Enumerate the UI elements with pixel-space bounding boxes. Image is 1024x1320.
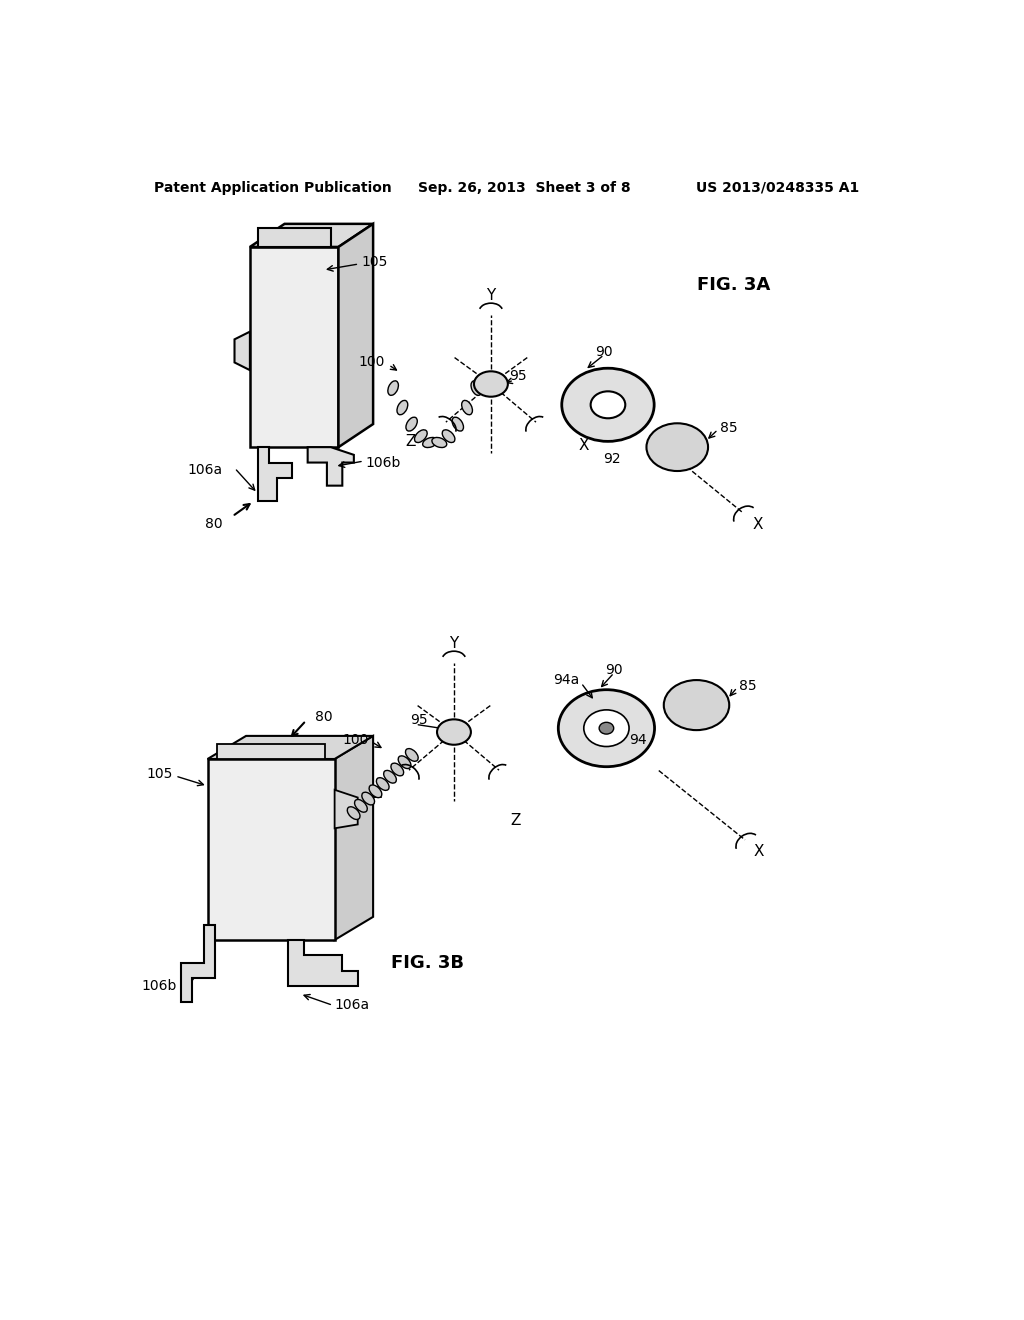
Polygon shape: [250, 247, 339, 447]
Polygon shape: [335, 789, 357, 829]
Text: 85: 85: [739, 678, 757, 693]
Text: 105: 105: [146, 767, 173, 781]
Ellipse shape: [377, 777, 389, 791]
Text: 106b: 106b: [141, 979, 177, 993]
Polygon shape: [234, 331, 250, 370]
Ellipse shape: [398, 756, 411, 768]
Ellipse shape: [388, 381, 398, 396]
Text: 106a: 106a: [335, 998, 370, 1012]
Ellipse shape: [474, 371, 508, 397]
Text: 94: 94: [630, 733, 647, 747]
Text: 80: 80: [315, 710, 333, 723]
Ellipse shape: [462, 400, 472, 414]
Text: 85: 85: [720, 421, 737, 434]
Polygon shape: [208, 737, 373, 759]
Ellipse shape: [599, 722, 613, 734]
Text: US 2013/0248335 A1: US 2013/0248335 A1: [695, 181, 859, 194]
Text: 95: 95: [411, 714, 428, 727]
Text: 94a: 94a: [553, 673, 580, 688]
Ellipse shape: [397, 400, 408, 414]
Text: 90: 90: [595, 346, 613, 359]
Ellipse shape: [442, 430, 455, 442]
Ellipse shape: [471, 381, 481, 396]
Text: Y: Y: [450, 636, 459, 651]
Polygon shape: [335, 737, 373, 940]
Ellipse shape: [558, 689, 654, 767]
Ellipse shape: [361, 792, 375, 805]
Ellipse shape: [406, 417, 418, 432]
Polygon shape: [258, 227, 331, 247]
Text: 80: 80: [206, 517, 223, 531]
Text: 106a: 106a: [187, 463, 223, 478]
Polygon shape: [180, 924, 215, 1002]
Text: Z: Z: [372, 787, 382, 801]
Text: Sep. 26, 2013  Sheet 3 of 8: Sep. 26, 2013 Sheet 3 of 8: [419, 181, 631, 194]
Polygon shape: [208, 759, 335, 940]
Text: Z: Z: [510, 813, 521, 828]
Polygon shape: [217, 743, 326, 759]
Ellipse shape: [437, 719, 471, 744]
Ellipse shape: [432, 437, 446, 447]
Ellipse shape: [406, 748, 418, 762]
Ellipse shape: [354, 800, 368, 812]
Text: 100: 100: [343, 733, 370, 747]
Polygon shape: [307, 447, 354, 486]
Polygon shape: [258, 447, 292, 502]
Text: 95: 95: [509, 370, 526, 383]
Text: FIG. 3A: FIG. 3A: [696, 276, 770, 294]
Polygon shape: [339, 224, 373, 447]
Text: 92: 92: [603, 451, 621, 466]
Text: X: X: [579, 438, 589, 453]
Polygon shape: [289, 940, 357, 986]
Ellipse shape: [384, 771, 396, 783]
Ellipse shape: [591, 391, 626, 418]
Text: 100: 100: [358, 355, 385, 370]
Ellipse shape: [391, 763, 403, 776]
Ellipse shape: [584, 710, 629, 747]
Text: 105: 105: [361, 255, 388, 269]
Text: FIG. 3B: FIG. 3B: [390, 954, 464, 972]
Text: 106b: 106b: [366, 455, 400, 470]
Text: X: X: [753, 516, 763, 532]
Text: 90: 90: [605, 664, 623, 677]
Ellipse shape: [646, 424, 708, 471]
Ellipse shape: [453, 417, 464, 432]
Ellipse shape: [423, 437, 437, 447]
Ellipse shape: [664, 680, 729, 730]
Text: Y: Y: [486, 288, 496, 304]
Ellipse shape: [415, 430, 427, 442]
Ellipse shape: [562, 368, 654, 441]
Text: Z: Z: [404, 434, 416, 449]
Ellipse shape: [369, 785, 382, 797]
Ellipse shape: [347, 807, 360, 820]
Text: Patent Application Publication: Patent Application Publication: [155, 181, 392, 194]
Text: X: X: [754, 843, 764, 859]
Polygon shape: [250, 224, 373, 247]
